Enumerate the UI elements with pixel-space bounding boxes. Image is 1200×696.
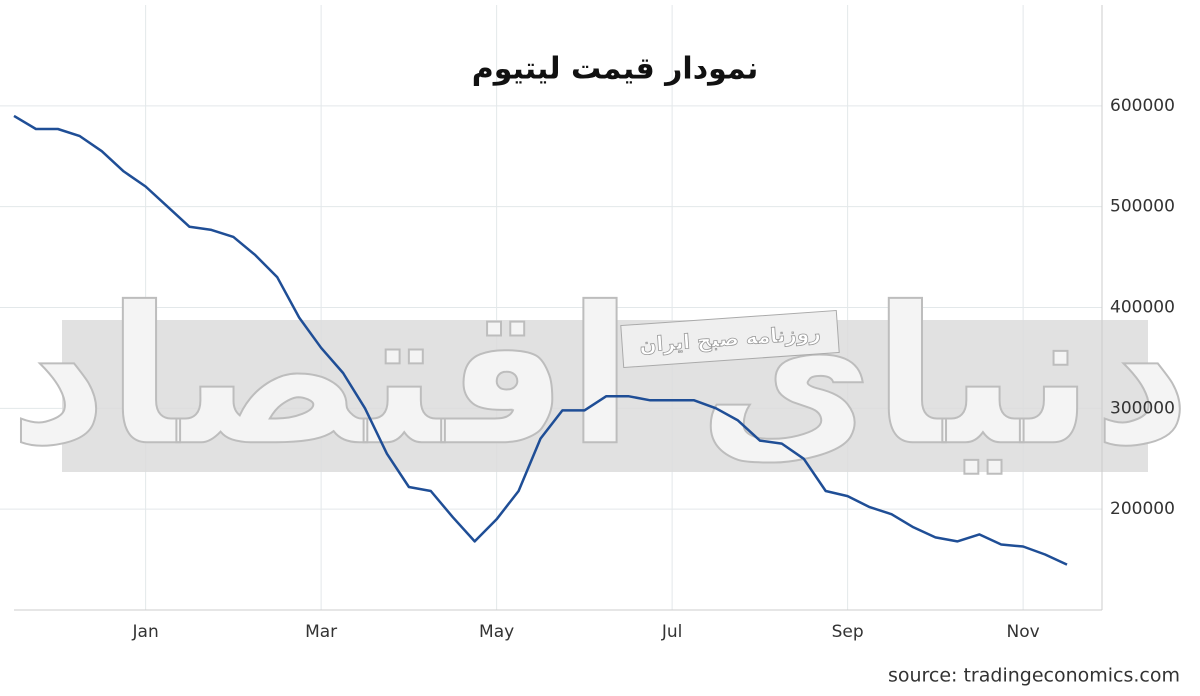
x-tick-label: May — [479, 622, 514, 642]
source: source: tradingeconomics.com — [888, 665, 1180, 687]
watermark: دنیای اقتصاد — [9, 266, 1190, 487]
x-tick-label: Nov — [1007, 622, 1040, 642]
x-tick-label: Jan — [132, 622, 159, 642]
x-tick-label: Jul — [661, 622, 683, 642]
y-tick-label: 300000 — [1110, 398, 1175, 418]
watermark-box — [620, 309, 840, 369]
y-tick-label: 500000 — [1110, 197, 1175, 217]
y-tick-label: 200000 — [1110, 499, 1175, 519]
y-tick-label: 400000 — [1110, 298, 1175, 318]
y-tick-label: 600000 — [1110, 96, 1175, 116]
chart-title: نمودار قیمت لیتیوم — [472, 52, 759, 87]
price-line — [13, 114, 1068, 566]
x-tick-label: Sep — [832, 622, 864, 642]
x-tick-label: Mar — [305, 622, 337, 642]
